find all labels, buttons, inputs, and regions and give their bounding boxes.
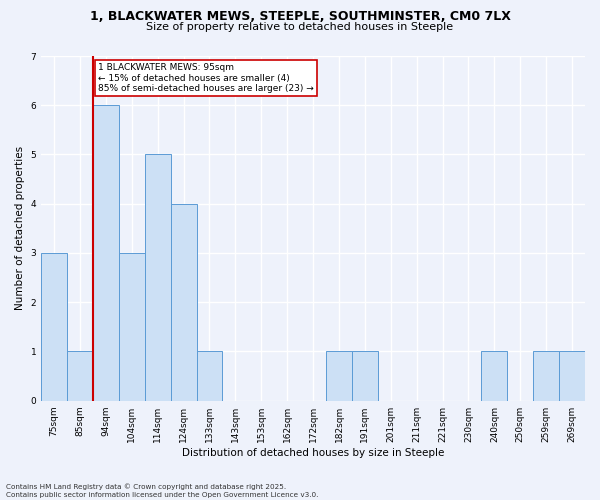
Bar — [352, 352, 378, 401]
Bar — [93, 105, 119, 401]
X-axis label: Distribution of detached houses by size in Steeple: Distribution of detached houses by size … — [182, 448, 444, 458]
Bar — [533, 352, 559, 401]
Bar — [145, 154, 170, 400]
Text: Contains HM Land Registry data © Crown copyright and database right 2025.
Contai: Contains HM Land Registry data © Crown c… — [6, 484, 319, 498]
Y-axis label: Number of detached properties: Number of detached properties — [15, 146, 25, 310]
Text: 1 BLACKWATER MEWS: 95sqm
← 15% of detached houses are smaller (4)
85% of semi-de: 1 BLACKWATER MEWS: 95sqm ← 15% of detach… — [98, 64, 314, 93]
Bar — [119, 253, 145, 400]
Bar — [326, 352, 352, 401]
Bar — [559, 352, 585, 401]
Bar — [67, 352, 93, 401]
Bar — [41, 253, 67, 400]
Bar — [197, 352, 223, 401]
Bar — [170, 204, 197, 400]
Bar — [481, 352, 508, 401]
Text: Size of property relative to detached houses in Steeple: Size of property relative to detached ho… — [146, 22, 454, 32]
Text: 1, BLACKWATER MEWS, STEEPLE, SOUTHMINSTER, CM0 7LX: 1, BLACKWATER MEWS, STEEPLE, SOUTHMINSTE… — [89, 10, 511, 23]
